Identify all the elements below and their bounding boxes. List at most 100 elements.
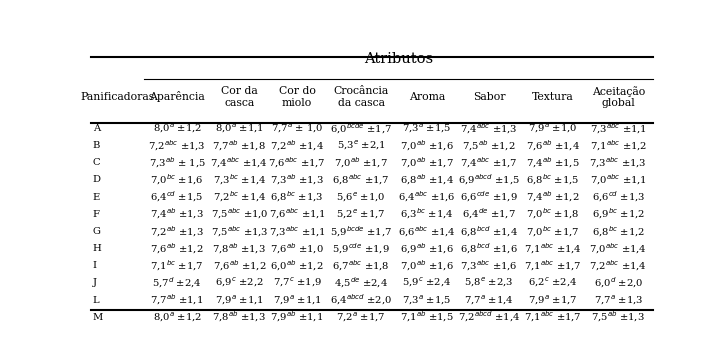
Text: 6,0$^{bcde}$ ±1,7: 6,0$^{bcde}$ ±1,7 [330, 121, 392, 136]
Text: 7,4$^{ab}$ ±1,5: 7,4$^{ab}$ ±1,5 [526, 155, 580, 170]
Text: A: A [93, 124, 100, 133]
Text: 6,8$^{bc}$ ±1,5: 6,8$^{bc}$ ±1,5 [526, 173, 579, 187]
Text: 7,2$^{abcd}$ ±1,4: 7,2$^{abcd}$ ±1,4 [458, 310, 521, 325]
Text: 7,7$^{a}$ ±1,3: 7,7$^{a}$ ±1,3 [594, 293, 643, 307]
Text: 7,0$^{ab}$ ±1,6: 7,0$^{ab}$ ±1,6 [400, 258, 454, 273]
Text: 7,3$^{a}$ ±1,5: 7,3$^{a}$ ±1,5 [402, 293, 452, 307]
Text: I: I [93, 261, 97, 270]
Text: 7,9$^{ab}$ ±1,1: 7,9$^{ab}$ ±1,1 [270, 310, 323, 325]
Text: 7,3$^{a}$ ±1,5: 7,3$^{a}$ ±1,5 [402, 122, 452, 135]
Text: 7,3$^{abc}$ ±1,6: 7,3$^{abc}$ ±1,6 [460, 258, 518, 273]
Text: 7,7$^{ab}$ ±1,8: 7,7$^{ab}$ ±1,8 [212, 138, 266, 153]
Text: Textura: Textura [532, 92, 573, 102]
Text: F: F [93, 210, 100, 219]
Text: 7,2$^{ab}$ ±1,3: 7,2$^{ab}$ ±1,3 [150, 224, 204, 239]
Text: 7,2$^{abc}$ ±1,4: 7,2$^{abc}$ ±1,4 [589, 258, 647, 273]
Text: 7,1$^{abc}$ ±1,4: 7,1$^{abc}$ ±1,4 [524, 241, 582, 256]
Text: E: E [93, 193, 100, 201]
Text: 7,1$^{bc}$ ±1,7: 7,1$^{bc}$ ±1,7 [150, 258, 204, 273]
Text: 6,8$^{bc}$ ±1,2: 6,8$^{bc}$ ±1,2 [592, 224, 645, 239]
Text: 7,1$^{abc}$ ±1,7: 7,1$^{abc}$ ±1,7 [524, 310, 581, 325]
Text: 6,0$^{ab}$ ±1,2: 6,0$^{ab}$ ±1,2 [270, 258, 324, 273]
Text: C: C [93, 158, 101, 167]
Text: 6,8$^{abc}$ ±1,7: 6,8$^{abc}$ ±1,7 [332, 173, 390, 187]
Text: 7,3$^{abc}$ ±1,1: 7,3$^{abc}$ ±1,1 [268, 224, 326, 239]
Text: 7,0$^{bc}$ ±1,7: 7,0$^{bc}$ ±1,7 [526, 224, 580, 239]
Text: H: H [93, 244, 102, 253]
Text: 7,6$^{ab}$ ±1,4: 7,6$^{ab}$ ±1,4 [526, 138, 580, 153]
Text: 8,0$^{a}$ ±1,2: 8,0$^{a}$ ±1,2 [152, 311, 202, 324]
Text: G: G [93, 227, 101, 236]
Text: 6,6$^{cd}$ ±1,3: 6,6$^{cd}$ ±1,3 [592, 190, 645, 204]
Text: 6,9$^{ab}$ ±1,6: 6,9$^{ab}$ ±1,6 [400, 241, 454, 256]
Text: 7,7$^{c}$ ±1,9: 7,7$^{c}$ ±1,9 [273, 276, 321, 290]
Text: 7,2$^{ab}$ ±1,4: 7,2$^{ab}$ ±1,4 [270, 138, 324, 153]
Text: Panificadoras: Panificadoras [80, 92, 154, 102]
Text: 6,4$^{de}$ ±1,7: 6,4$^{de}$ ±1,7 [463, 207, 516, 222]
Text: 6,2$^{c}$ ±2,4: 6,2$^{c}$ ±2,4 [529, 276, 578, 290]
Text: 6,4$^{abc}$ ±1,6: 6,4$^{abc}$ ±1,6 [398, 190, 456, 204]
Text: 7,5$^{ab}$ ±1,2: 7,5$^{ab}$ ±1,2 [463, 138, 516, 153]
Text: 6,3$^{bc}$ ±1,4: 6,3$^{bc}$ ±1,4 [400, 207, 454, 222]
Text: J: J [93, 278, 97, 287]
Text: 6,4$^{cd}$ ±1,5: 6,4$^{cd}$ ±1,5 [150, 190, 204, 204]
Text: 7,5$^{ab}$ ±1,3: 7,5$^{ab}$ ±1,3 [592, 310, 645, 325]
Text: 7,0$^{abc}$ ±1,4: 7,0$^{abc}$ ±1,4 [589, 241, 647, 256]
Text: Aparência: Aparência [149, 91, 205, 103]
Text: 7,0$^{bc}$ ±1,6: 7,0$^{bc}$ ±1,6 [150, 173, 204, 187]
Text: Aroma: Aroma [409, 92, 445, 102]
Text: 6,9$^{c}$ ±2,2: 6,9$^{c}$ ±2,2 [215, 276, 264, 290]
Text: 7,3$^{abc}$ ±1,3: 7,3$^{abc}$ ±1,3 [589, 155, 647, 170]
Text: 7,4$^{ab}$ ±1,2: 7,4$^{ab}$ ±1,2 [526, 190, 580, 204]
Text: 7,4$^{abc}$ ±1,3: 7,4$^{abc}$ ±1,3 [460, 121, 518, 136]
Text: B: B [93, 141, 100, 150]
Text: 7,4$^{abc}$ ±1,4: 7,4$^{abc}$ ±1,4 [210, 155, 268, 170]
Text: 7,3$^{ab}$ ±1,3: 7,3$^{ab}$ ±1,3 [270, 173, 324, 187]
Text: 7,9$^{a}$ ±1,0: 7,9$^{a}$ ±1,0 [529, 122, 578, 135]
Text: 7,2$^{a}$ ±1,7: 7,2$^{a}$ ±1,7 [336, 311, 386, 324]
Text: 7,5$^{abc}$ ±1,3: 7,5$^{abc}$ ±1,3 [210, 224, 268, 239]
Text: 7,3$^{bc}$ ±1,4: 7,3$^{bc}$ ±1,4 [212, 173, 266, 187]
Text: 6,8$^{bcd}$ ±1,6: 6,8$^{bcd}$ ±1,6 [460, 241, 518, 256]
Text: 4,5$^{de}$ ±2,4: 4,5$^{de}$ ±2,4 [334, 276, 388, 290]
Text: 6,4$^{abcd}$ ±2,0: 6,4$^{abcd}$ ±2,0 [330, 293, 392, 307]
Text: M: M [93, 313, 103, 322]
Text: Sabor: Sabor [473, 92, 505, 102]
Text: 6,6$^{abc}$ ±1,4: 6,6$^{abc}$ ±1,4 [398, 224, 456, 239]
Text: Atributos: Atributos [364, 52, 433, 66]
Text: 5,3$^{e}$ ±2,1: 5,3$^{e}$ ±2,1 [337, 139, 386, 152]
Text: 5,8$^{e}$ ±2,3: 5,8$^{e}$ ±2,3 [465, 276, 514, 290]
Text: 5,6$^{e}$ ±1,0: 5,6$^{e}$ ±1,0 [336, 190, 386, 204]
Text: 7,5$^{abc}$ ±1,0: 7,5$^{abc}$ ±1,0 [210, 207, 268, 222]
Text: 8,0$^{a}$ ±1,2: 8,0$^{a}$ ±1,2 [152, 122, 202, 135]
Text: 6,0$^{d}$ ±2,0: 6,0$^{d}$ ±2,0 [594, 276, 643, 290]
Text: 7,0$^{abc}$ ±1,1: 7,0$^{abc}$ ±1,1 [589, 173, 647, 187]
Text: 7,7$^{a}$ ±1,4: 7,7$^{a}$ ±1,4 [464, 293, 514, 307]
Text: D: D [93, 175, 101, 184]
Text: 7,0$^{ab}$ ±1,7: 7,0$^{ab}$ ±1,7 [334, 155, 388, 170]
Text: 7,1$^{abc}$ ±1,2: 7,1$^{abc}$ ±1,2 [589, 138, 647, 153]
Text: 6,8$^{bcd}$ ±1,4: 6,8$^{bcd}$ ±1,4 [460, 224, 518, 239]
Text: 7,6$^{ab}$ ±1,0: 7,6$^{ab}$ ±1,0 [270, 241, 324, 256]
Text: Cor da
casca: Cor da casca [221, 86, 257, 108]
Text: 7,7$^{a}$ ± 1,0: 7,7$^{a}$ ± 1,0 [270, 122, 323, 135]
Text: 7,6$^{ab}$ ±1,2: 7,6$^{ab}$ ±1,2 [150, 241, 204, 256]
Text: 6,6$^{cd e}$ ±1,9: 6,6$^{cd e}$ ±1,9 [460, 190, 518, 204]
Text: 7,2$^{abc}$ ±1,3: 7,2$^{abc}$ ±1,3 [148, 138, 206, 153]
Text: 7,0$^{bc}$ ±1,8: 7,0$^{bc}$ ±1,8 [526, 207, 579, 222]
Text: 6,8$^{bc}$ ±1,3: 6,8$^{bc}$ ±1,3 [270, 190, 324, 204]
Text: 7,1$^{abc}$ ±1,7: 7,1$^{abc}$ ±1,7 [524, 258, 581, 273]
Text: 6,9$^{bc}$ ±1,2: 6,9$^{bc}$ ±1,2 [592, 207, 645, 222]
Text: 7,6$^{abc}$ ±1,7: 7,6$^{abc}$ ±1,7 [268, 155, 326, 170]
Text: 7,4$^{abc}$ ±1,7: 7,4$^{abc}$ ±1,7 [460, 155, 518, 170]
Text: Crocância
da casca: Crocância da casca [334, 86, 389, 108]
Text: 7,9$^{a}$ ±1,7: 7,9$^{a}$ ±1,7 [529, 293, 578, 307]
Text: 7,3$^{abc}$ ±1,1: 7,3$^{abc}$ ±1,1 [589, 121, 647, 136]
Text: 7,2$^{bc}$ ±1,4: 7,2$^{bc}$ ±1,4 [212, 190, 266, 204]
Text: 5,7$^{d}$ ±2,4: 5,7$^{d}$ ±2,4 [152, 276, 202, 290]
Text: 7,9$^{a}$ ±1,1: 7,9$^{a}$ ±1,1 [273, 293, 321, 307]
Text: Cor do
miolo: Cor do miolo [278, 86, 315, 108]
Text: 7,8$^{ab}$ ±1,3: 7,8$^{ab}$ ±1,3 [212, 241, 266, 256]
Text: 8,0$^{a}$ ±1,1: 8,0$^{a}$ ±1,1 [215, 122, 264, 135]
Text: 7,0$^{ab}$ ±1,6: 7,0$^{ab}$ ±1,6 [400, 138, 454, 153]
